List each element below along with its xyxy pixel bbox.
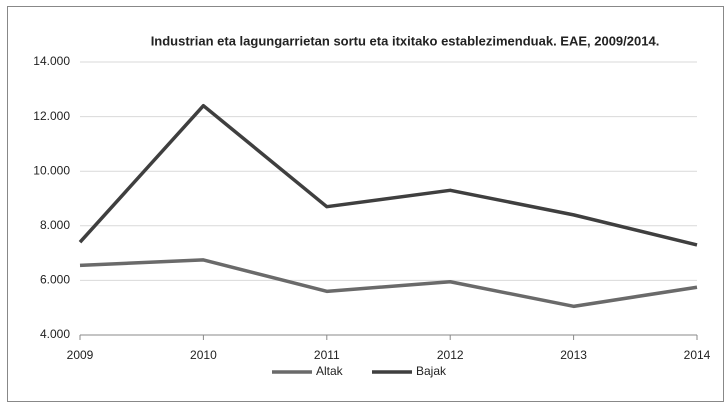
x-tick-label: 2009 (67, 348, 94, 362)
x-tick-label: 2011 (314, 348, 340, 362)
series-line (78, 103, 698, 247)
y-tick-label: 14.000 (33, 54, 70, 68)
legend-label: Bajak (416, 364, 447, 378)
y-tick-label: 10.000 (33, 163, 70, 177)
series-line (79, 258, 698, 309)
x-tick-label: 2010 (190, 348, 217, 362)
legend-label: Altak (316, 364, 344, 378)
chart-title: Industrian eta lagungarrietan sortu eta … (151, 33, 660, 48)
y-tick-label: 4.000 (40, 327, 70, 341)
x-tick-label: 2013 (560, 348, 587, 362)
y-tick-label: 6.000 (40, 273, 70, 287)
x-tick-label: 2012 (437, 348, 464, 362)
x-tick-label: 2014 (684, 348, 711, 362)
y-tick-label: 8.000 (40, 218, 70, 232)
chart-frame (7, 6, 724, 402)
y-tick-label: 12.000 (33, 109, 70, 123)
